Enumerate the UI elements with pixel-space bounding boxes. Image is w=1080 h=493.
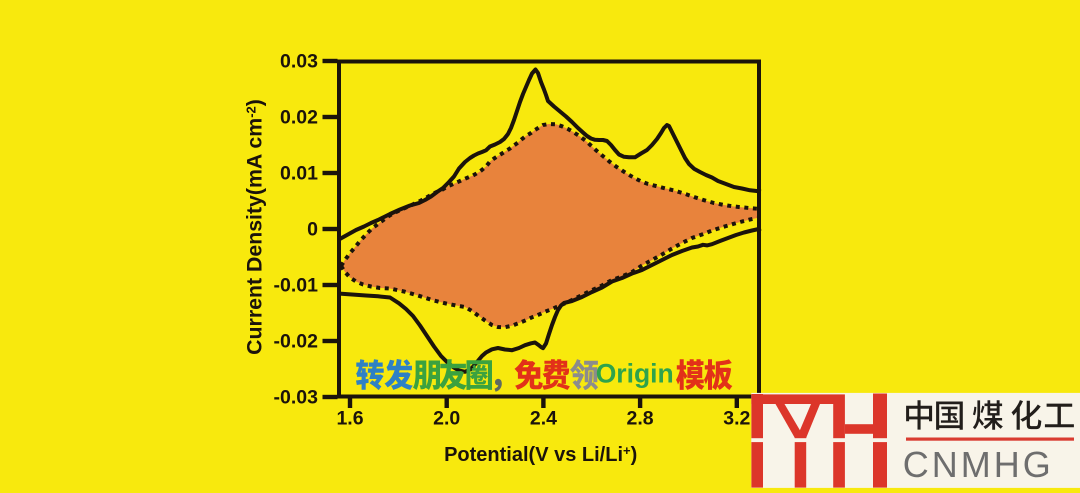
svg-text:2.0: 2.0	[433, 408, 460, 430]
svg-text:Current Density(mA cm-2): Current Density(mA cm-2)	[243, 99, 267, 355]
svg-text:0: 0	[307, 219, 318, 241]
svg-text:2.4: 2.4	[530, 408, 557, 430]
svg-text:3.2: 3.2	[723, 408, 750, 430]
svg-text:CNMHG: CNMHG	[903, 444, 1054, 485]
svg-text:Origin: Origin	[596, 359, 674, 389]
svg-text:0.03: 0.03	[280, 51, 318, 73]
svg-text:-0.02: -0.02	[274, 331, 319, 353]
svg-text:0.02: 0.02	[280, 107, 318, 129]
svg-text:-0.03: -0.03	[274, 387, 319, 409]
svg-text:1.6: 1.6	[336, 408, 363, 430]
svg-text:-0.01: -0.01	[274, 275, 319, 297]
svg-text:2.8: 2.8	[627, 408, 654, 430]
svg-text:0.01: 0.01	[280, 163, 318, 185]
svg-text:Potential(V vs Li/Li+): Potential(V vs Li/Li+)	[444, 443, 637, 466]
